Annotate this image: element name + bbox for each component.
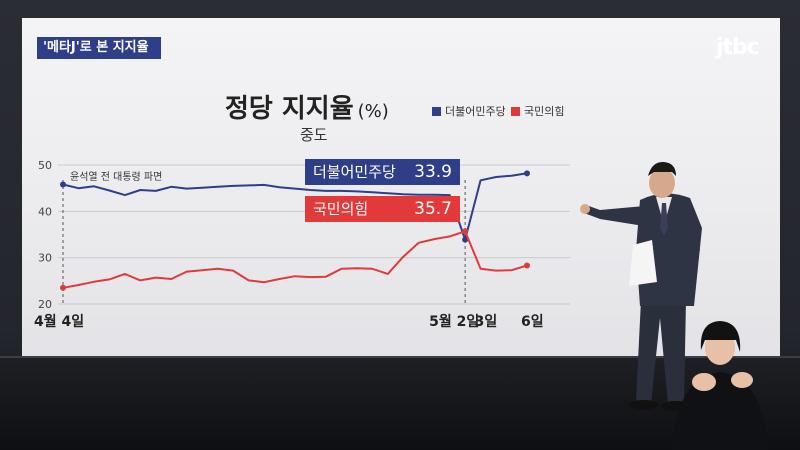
legend-swatch-blue bbox=[432, 106, 441, 116]
tooltip-label-democratic: 더불어민주당 bbox=[313, 163, 396, 181]
chart-title-text: 정당 지지율 bbox=[225, 94, 354, 124]
y-tick-label: 30 bbox=[38, 252, 52, 265]
legend-swatch-red bbox=[511, 106, 520, 116]
tooltip-value-ppp: 35.7 bbox=[414, 199, 452, 219]
series-point-0-26 bbox=[462, 236, 469, 243]
series-point-0-0 bbox=[60, 181, 66, 188]
x-tick-label: 6일 bbox=[521, 314, 544, 330]
series-line-1 bbox=[62, 230, 528, 289]
chart-subtitle: 중도 bbox=[300, 126, 328, 144]
legend-item-democratic: 더불어민주당 bbox=[432, 103, 506, 119]
series-point-0-30 bbox=[524, 170, 530, 177]
legend-item-ppp: 국민의힘 bbox=[511, 103, 564, 119]
series-point-1-26 bbox=[462, 228, 469, 235]
series-line-0 bbox=[62, 172, 528, 241]
tooltip-democratic: 더불어민주당 33.9 bbox=[305, 159, 460, 185]
x-tick-label: 3일 bbox=[475, 314, 498, 330]
legend-label-ppp: 국민의힘 bbox=[524, 105, 565, 118]
y-tick-label: 20 bbox=[38, 298, 52, 311]
tooltip-label-ppp: 국민의힘 bbox=[313, 200, 369, 218]
series-point-1-30 bbox=[524, 262, 530, 269]
tooltip-value-democratic: 33.9 bbox=[414, 162, 452, 182]
y-tick-label: 40 bbox=[38, 205, 52, 218]
legend-label-democratic: 더불어민주당 bbox=[445, 105, 506, 118]
y-tick-label: 50 bbox=[38, 159, 52, 172]
x-tick-label: 5월 2일 bbox=[429, 313, 479, 330]
chart-title: 정당 지지율 (%) bbox=[225, 88, 389, 125]
annotation-impeachment: 윤석열 전 대통령 파면 bbox=[70, 171, 162, 183]
tooltip-ppp: 국민의힘 35.7 bbox=[305, 196, 460, 222]
segment-tag: '메타J'로 본 지지율 bbox=[37, 37, 161, 59]
x-tick-label: 4월 4일 bbox=[34, 313, 84, 330]
floor-edge bbox=[0, 356, 800, 358]
jtbc-logo: jtbc bbox=[716, 35, 760, 60]
series-point-1-0 bbox=[60, 284, 66, 291]
chart-unit: (%) bbox=[357, 101, 389, 122]
